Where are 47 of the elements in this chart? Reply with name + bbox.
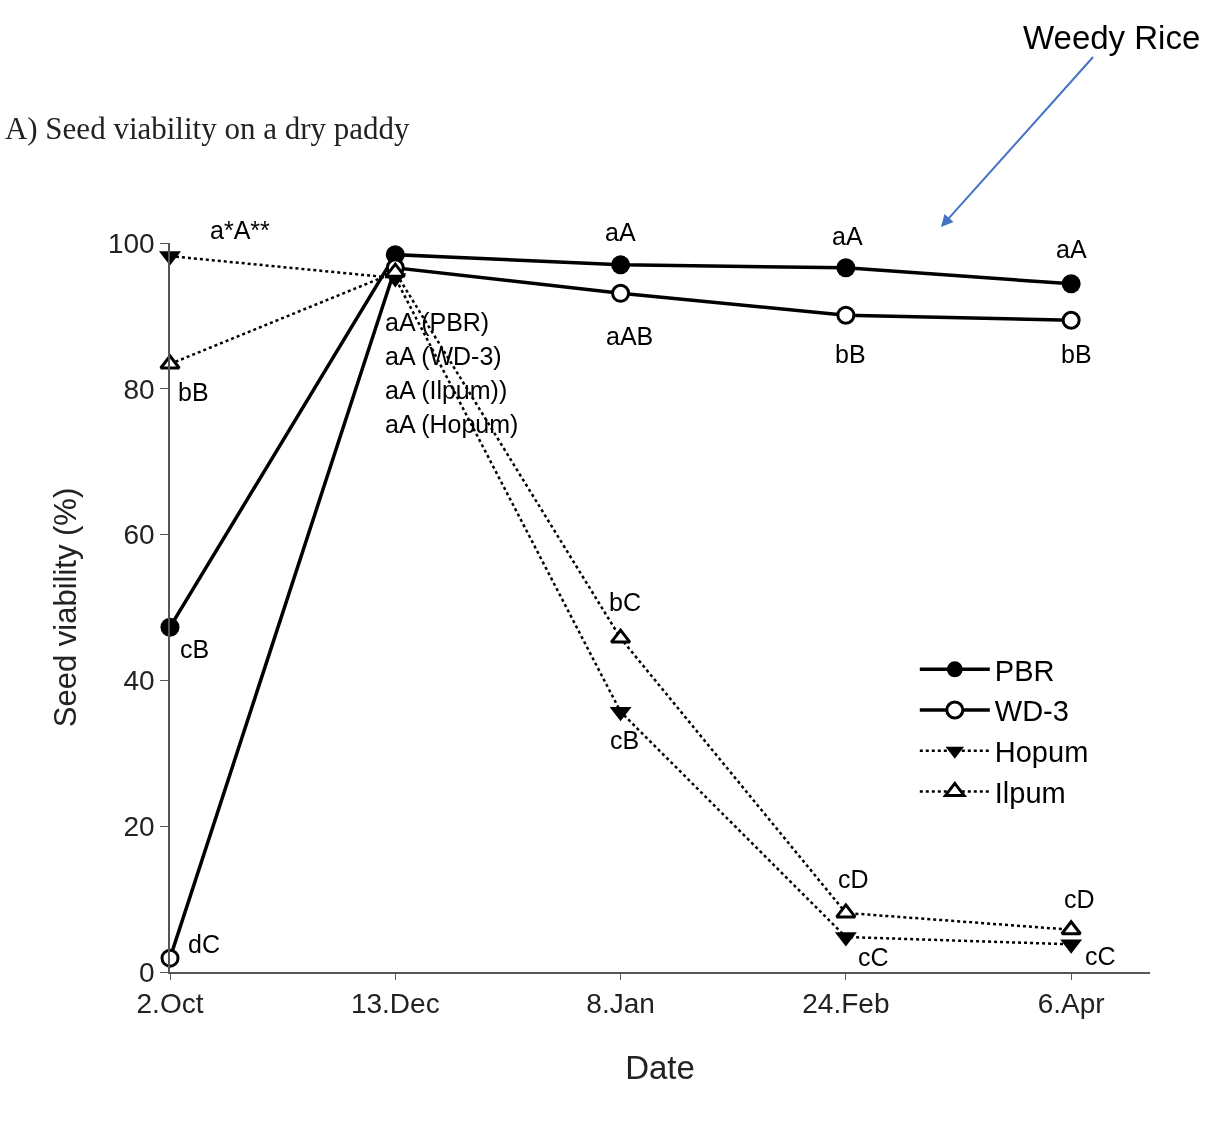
y-tick-label: 0 [139,956,155,988]
point [836,305,856,325]
legend-label: PBR [994,654,1055,687]
point [611,283,631,303]
text: Weedy Rice [1023,19,1201,56]
annotation: a*A** [210,216,271,244]
annotation: aAB [606,322,654,350]
x-tick-label: 2.Oct [136,988,204,1020]
x-axis-title: Date [625,1049,695,1087]
annotation: cB [180,635,210,663]
annotation: aA [832,222,863,250]
x-tick-label: 8.Jan [586,988,655,1020]
annotation: bC [609,588,641,616]
point [836,258,856,278]
point [611,255,631,275]
y-tick-label: 80 [123,373,155,405]
point [1060,920,1082,936]
annotation: aA (Hopum) [385,410,519,438]
point [159,354,181,370]
point [1061,274,1081,294]
annotation: cC [858,943,889,971]
annotation: bB [835,340,866,368]
annotation: aA (PBR) [385,308,490,336]
legend-label: Ilpum [994,776,1066,809]
annotation: aA [1056,235,1087,263]
annotation: aA (Ilpum)) [385,376,508,404]
y-tick-label: 100 [107,227,155,259]
annotation: dC [188,930,220,958]
y-tick-label: 20 [123,811,155,842]
point [1061,310,1081,330]
annotation: aA [605,218,636,246]
y-tick-label: 40 [123,665,155,697]
x-tick-label: 24.Feb [802,988,890,1020]
annotation: bB [178,378,209,406]
legend-label: Hopum [994,736,1089,769]
legend-label: WD-3 [994,695,1069,728]
annotation: cC [1085,942,1116,970]
x-tick-label: 6.Apr [1037,988,1105,1020]
chart-title: A) Seed viability on a dry paddy [4,111,411,147]
y-tick-label: 60 [123,519,155,551]
annotation: cD [1064,885,1095,913]
point [835,903,857,919]
x-tick-label: 13.Dec [350,988,440,1020]
y-axis-title: Seed viability (%) [48,487,84,728]
annotation: bB [1061,340,1092,368]
annotation: cB [610,726,640,754]
annotation: cD [838,865,869,893]
